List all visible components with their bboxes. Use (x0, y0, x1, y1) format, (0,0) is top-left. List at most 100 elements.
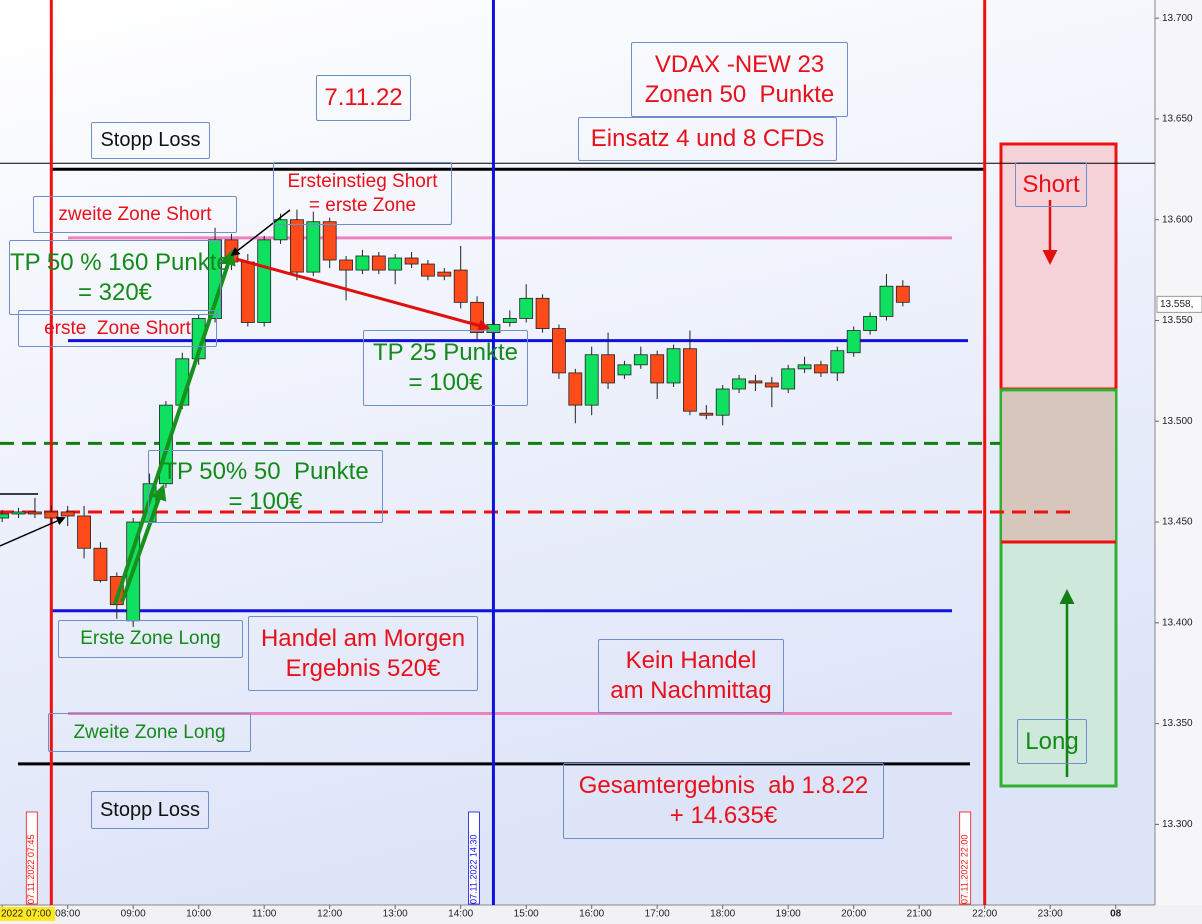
marker-label: 07.11.2022 14:30 (468, 835, 478, 904)
annotation-line: = 320€ (77, 278, 153, 306)
x-tick-highlight (0, 907, 55, 921)
annotation: 7.11.22 (316, 75, 411, 121)
candle-body (683, 348, 697, 412)
y-tick-label: 13.350 (1162, 718, 1193, 729)
candle-body (355, 255, 370, 271)
x-tick-label: 08 (1110, 909, 1122, 920)
annotation: Stopp Loss (91, 122, 210, 159)
annotation-line: Stopp Loss (99, 798, 201, 821)
candle-body (830, 350, 845, 374)
candle-body (339, 259, 353, 271)
candle-body (584, 354, 599, 406)
annotation-line: Kein Handel (625, 647, 757, 674)
last-price-box (1156, 295, 1202, 313)
candle-body (257, 239, 272, 323)
candle-body (388, 257, 403, 271)
annotation-line: Zweite Zone Long (73, 721, 226, 743)
annotation-line: VDAX -NEW 23 (654, 50, 825, 78)
annotation-line: Einsatz 4 und 8 CFDs (590, 125, 825, 152)
annotation-line: TP 25 Punkte (373, 339, 518, 366)
annotation: TP 50% 50 Punkte = 100€ (148, 450, 383, 523)
x-tick-label: 20:00 (841, 909, 866, 920)
candle-body (240, 261, 255, 323)
annotation-line: = 100€ (408, 369, 483, 396)
candle-body (502, 318, 517, 323)
candle-body (175, 358, 190, 406)
x-tick-label: 09:00 (121, 909, 146, 920)
candle-body (748, 380, 763, 384)
x-tick-label: 19:00 (776, 909, 801, 920)
y-tick-label: 13.550 (1162, 315, 1193, 326)
candle-body (617, 364, 632, 376)
x-tick-label: 16:00 (579, 909, 604, 920)
annotation: Long (1017, 719, 1087, 764)
x-axis-area (0, 905, 1202, 924)
annotation: Kein Handel am Nachmittag (598, 639, 784, 713)
x-tick-label: 18:00 (710, 909, 735, 920)
candle-body (322, 221, 337, 261)
candle-body (552, 328, 566, 374)
marker-label-box (25, 811, 38, 905)
annotation-line: Long (1025, 727, 1079, 755)
annotation-line: = 100€ (228, 487, 303, 515)
annotation-line: Ergebnis 520€ (285, 654, 441, 682)
annotation: Short (1015, 162, 1087, 207)
annotation: Gesamtergebnis ab 1.8.22 + 14.635€ (563, 763, 884, 839)
annotation: zweite Zone Short (33, 196, 237, 233)
annotation-line: TP 50% 50 Punkte (162, 457, 369, 485)
marker-label-box (959, 811, 972, 905)
candle-body (28, 511, 42, 515)
x-tick-label: 21:00 (907, 909, 932, 920)
y-tick-label: 13.700 (1162, 13, 1193, 24)
candle-body (44, 511, 59, 519)
y-tick-label: 13.400 (1162, 617, 1193, 628)
y-axis-area (1155, 0, 1202, 924)
candle-body (879, 285, 894, 317)
x-tick-label: 22:00 (972, 909, 997, 920)
candle-body (77, 515, 91, 549)
annotation: Einsatz 4 und 8 CFDs (578, 117, 837, 161)
annotation-line: Ersteinstieg Short (287, 170, 438, 192)
annotation: Stopp Loss (91, 791, 209, 829)
annotation-line: erste Zone Short (44, 317, 191, 339)
y-tick-label: 13.650 (1162, 114, 1193, 125)
annotation-line: 7.11.22 (324, 84, 403, 111)
annotation-line: = erste Zone (308, 194, 417, 216)
x-tick-label: 12:00 (317, 909, 342, 920)
candle-body (633, 354, 648, 366)
annotation-line: am Nachmittag (610, 677, 772, 704)
candle-body (437, 271, 452, 277)
x-tick-label: 11:00 (252, 909, 277, 920)
annotation-line: zweite Zone Short (58, 203, 212, 225)
annotation: Erste Zone Long (58, 620, 243, 658)
annotation-line: Erste Zone Long (80, 628, 221, 649)
x-tick-label: 17:00 (645, 909, 670, 920)
annotation-line: TP 50 % 160 Punkte (10, 248, 230, 276)
annotation-line: Handel am Morgen (260, 624, 466, 652)
candle-body (109, 576, 124, 606)
candle-body (306, 221, 321, 273)
candle-body (535, 297, 550, 329)
candle-body (60, 511, 75, 517)
candle-body (650, 354, 665, 384)
candle-body (601, 354, 615, 384)
annotation-line: Zonen 50 Punkte (644, 80, 835, 108)
candle-body (93, 547, 108, 581)
annotation: TP 25 Punkte = 100€ (363, 330, 528, 406)
annotation-line: Gesamtergebnis ab 1.8.22 (578, 772, 869, 799)
candle-body (666, 348, 681, 384)
candle-body (895, 285, 910, 303)
marker-label: 07.11.2022 07:45 (26, 835, 36, 904)
candle-body (715, 388, 730, 416)
annotation: VDAX -NEW 23 Zonen 50 Punkte (631, 42, 848, 117)
candle-body (764, 382, 779, 388)
candle-body (371, 255, 386, 271)
candle-body (814, 364, 828, 374)
annotation-line: + 14.635€ (669, 802, 778, 829)
marker-label-box (468, 811, 480, 905)
y-tick-label: 13.300 (1162, 819, 1193, 830)
candle-body (846, 330, 861, 354)
annotation: erste Zone Short (18, 310, 217, 347)
candle-body (519, 297, 534, 319)
candle-body (421, 263, 435, 277)
